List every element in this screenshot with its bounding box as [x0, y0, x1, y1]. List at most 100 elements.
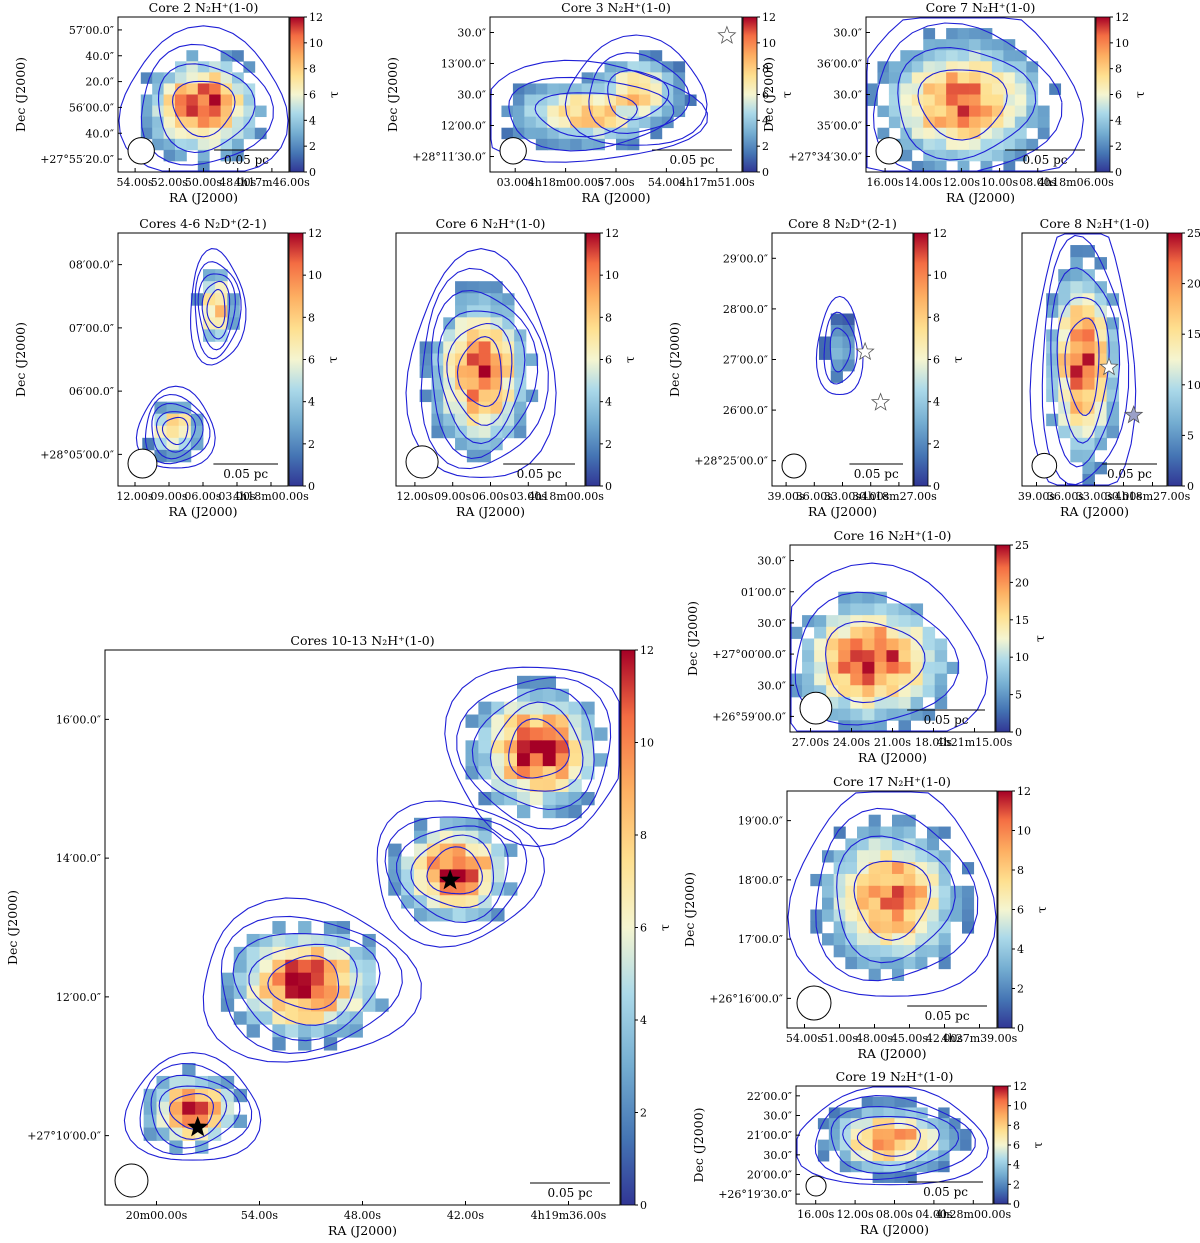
x-tick-label: 39.00s: [768, 490, 805, 503]
tau-pixel: [969, 105, 981, 118]
y-tick-label: 27′00.0″: [723, 354, 768, 367]
tau-pixel: [927, 885, 940, 899]
tau-pixel: [661, 72, 674, 84]
tau-pixel: [1070, 257, 1083, 270]
tau-pixel: [190, 425, 204, 439]
tau-pixel: [220, 1114, 235, 1128]
tau-pixel: [886, 661, 899, 674]
tau-pixel: [1058, 317, 1071, 330]
tau-pixel: [862, 591, 875, 604]
x-tick-label: 06.00s: [472, 490, 509, 503]
tau-pixel: [166, 449, 180, 463]
tau-pixel: [152, 72, 164, 84]
tau-pixel: [991, 116, 1004, 129]
tau-pixel: [1094, 413, 1107, 427]
contour-line: [471, 687, 595, 811]
tau-pixel: [850, 603, 863, 616]
tau-pixel: [862, 615, 875, 628]
tau-pixel: [923, 50, 936, 62]
contour-line: [437, 310, 526, 445]
tau-pixel: [1070, 437, 1083, 451]
tau-pixel: [414, 843, 428, 857]
tau-pixel: [814, 661, 827, 674]
x-tick-label: 14.00s: [905, 176, 942, 189]
tau-pixel: [491, 843, 505, 857]
tau-pixel: [874, 638, 887, 651]
tau-pixel: [233, 972, 248, 986]
panel-core1013: Cores 10-13 N₂H⁺(1-0) 0.05 pc 20m00.00s 54.…: [5, 633, 672, 1238]
tau-pixel: [478, 281, 491, 294]
tau-pixel: [923, 83, 936, 95]
tau-pixel: [862, 708, 875, 721]
x-tick-label: 4h18m27.00s: [1115, 490, 1191, 503]
tau-pixel: [826, 615, 839, 628]
tau-pixel: [850, 673, 863, 686]
tau-pixel: [285, 1011, 299, 1025]
tau-pixel: [938, 873, 951, 887]
tau-pixel: [182, 1088, 196, 1103]
tau-pixel: [272, 946, 286, 961]
tau-pixel: [638, 72, 651, 84]
tau-pixel: [504, 727, 518, 741]
tau-pixel: [529, 701, 544, 715]
colorbar-label: τ: [950, 356, 965, 363]
tau-pixel: [336, 946, 351, 961]
beam-circle: [114, 1163, 149, 1198]
tau-pixel: [362, 972, 376, 986]
tau-pixel: [872, 1118, 884, 1130]
panel-core6: Core 6 N₂H⁺(1-0) 0.05 pc 12.00s 09.00s 06.00…: [395, 216, 637, 519]
tau-pixel: [220, 138, 233, 151]
tau-pixel: [455, 437, 468, 451]
tau-pixel: [197, 61, 210, 73]
contour-line: [534, 92, 638, 138]
tau-pixel: [209, 105, 221, 118]
tau-pixel: [838, 673, 851, 686]
colorbar-tick-label: 12: [1017, 785, 1031, 798]
tau-pixel: [927, 838, 940, 851]
tau-pixel: [349, 1011, 363, 1025]
panel-title: Core 19 N₂H⁺(1-0): [836, 1069, 954, 1084]
x-tick-label: 42.00s: [447, 1209, 484, 1222]
tau-pixel: [938, 897, 951, 910]
tau-pixel: [900, 149, 913, 162]
tau-pixel: [946, 50, 958, 62]
tau-pixel: [197, 149, 210, 162]
tau-pixel: [1046, 353, 1059, 366]
tau-pixel: [850, 1161, 863, 1173]
tau-pixel: [163, 127, 176, 140]
tau-pixel: [323, 946, 338, 961]
tau-pixel: [491, 791, 505, 806]
tau-pixel: [934, 138, 947, 151]
colorbar-tick-label: 6: [309, 89, 316, 102]
tau-pixel: [478, 895, 492, 909]
contour-line: [1041, 234, 1130, 486]
tau-pixel: [182, 1101, 196, 1116]
tau-pixel: [186, 138, 199, 151]
tau-pixel: [814, 673, 827, 686]
tau-pixel: [452, 908, 466, 922]
tau-pixel: [850, 708, 863, 721]
tau-pixel: [478, 740, 492, 754]
tau-pixel: [894, 1161, 906, 1173]
tau-pixel: [478, 377, 491, 391]
tau-pixel: [888, 94, 901, 106]
tau-pixel: [910, 603, 924, 616]
tau-pixel: [169, 1088, 183, 1103]
colorbar: [585, 232, 601, 487]
tau-pixel: [195, 1088, 209, 1103]
tau-pixel: [946, 661, 960, 674]
tau-pixel: [946, 28, 958, 40]
tau-pixel: [845, 921, 858, 934]
tau-pixel: [478, 353, 491, 366]
tau-pixel: [272, 998, 286, 1012]
tau-pixel: [272, 933, 286, 948]
tau-pixel: [842, 348, 855, 360]
tau-pixel: [1026, 83, 1039, 95]
tau-pixel: [1082, 401, 1095, 415]
beam-circle: [499, 137, 527, 165]
tau-pixel: [311, 946, 325, 961]
tau-pixel: [568, 740, 582, 754]
tau-pixel: [514, 377, 527, 391]
tau-pixel: [169, 1075, 183, 1090]
tau-pixel: [828, 1107, 841, 1119]
